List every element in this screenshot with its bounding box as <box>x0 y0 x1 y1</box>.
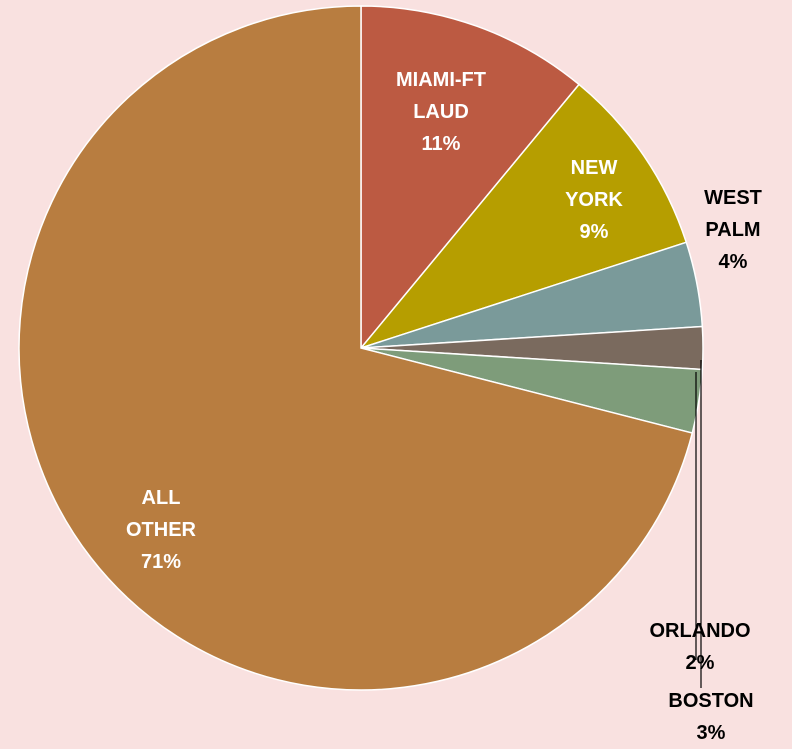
category-label: WEST PALM <box>704 187 762 241</box>
slice-label: NEW YORK 9% <box>549 152 639 248</box>
slice-label: MIAMI-FT LAUD 11% <box>376 64 506 160</box>
value-label: 3% <box>696 722 726 744</box>
category-label: ALL OTHER <box>126 487 196 541</box>
value-label: 9% <box>579 221 609 243</box>
category-label: NEW YORK <box>565 157 623 211</box>
pie-slice <box>360 5 581 351</box>
value-label: 2% <box>685 652 715 674</box>
slices <box>18 5 704 691</box>
slice-label: ALL OTHER 71% <box>116 482 206 578</box>
slice-label: ORLANDO 2% <box>625 615 775 679</box>
pie-slice <box>358 83 688 350</box>
category-label: BOSTON <box>668 690 754 712</box>
slice-label: WEST PALM 4% <box>688 182 778 278</box>
pie-slice <box>18 5 694 691</box>
value-label: 4% <box>718 251 748 273</box>
category-label: MIAMI-FT LAUD <box>396 69 486 123</box>
slice-label: BOSTON 3% <box>636 685 786 749</box>
category-label: ORLANDO <box>649 620 751 642</box>
value-label: 71% <box>140 551 182 573</box>
value-label: 11% <box>421 133 461 155</box>
